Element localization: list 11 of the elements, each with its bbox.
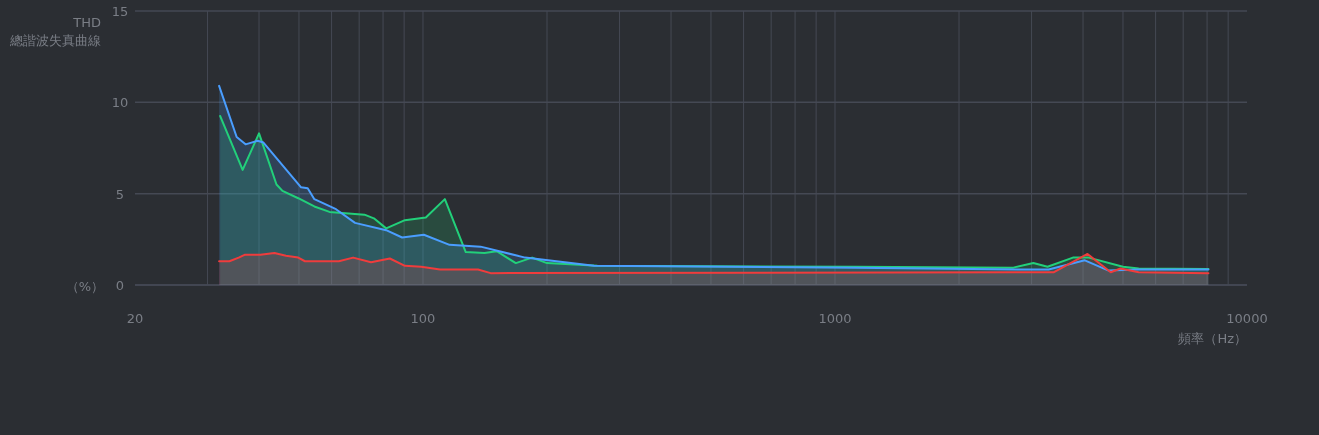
x-tick-label: 1000	[818, 311, 852, 326]
y-axis-title: THD 總諧波失真曲線	[9, 15, 101, 48]
y-tick-label: 0	[115, 278, 125, 293]
text: （%）	[65, 279, 104, 294]
x-tick-label: 10000	[1226, 311, 1268, 326]
y-tick-label: 10	[111, 95, 129, 111]
y-tick-label: 15	[111, 4, 129, 19]
x-tick-label: 20	[126, 311, 144, 326]
x-axis-title: 頻率（Hz）	[1178, 331, 1247, 346]
x-tick-label: 100	[410, 311, 436, 326]
y-tick-label: 5	[115, 186, 125, 202]
